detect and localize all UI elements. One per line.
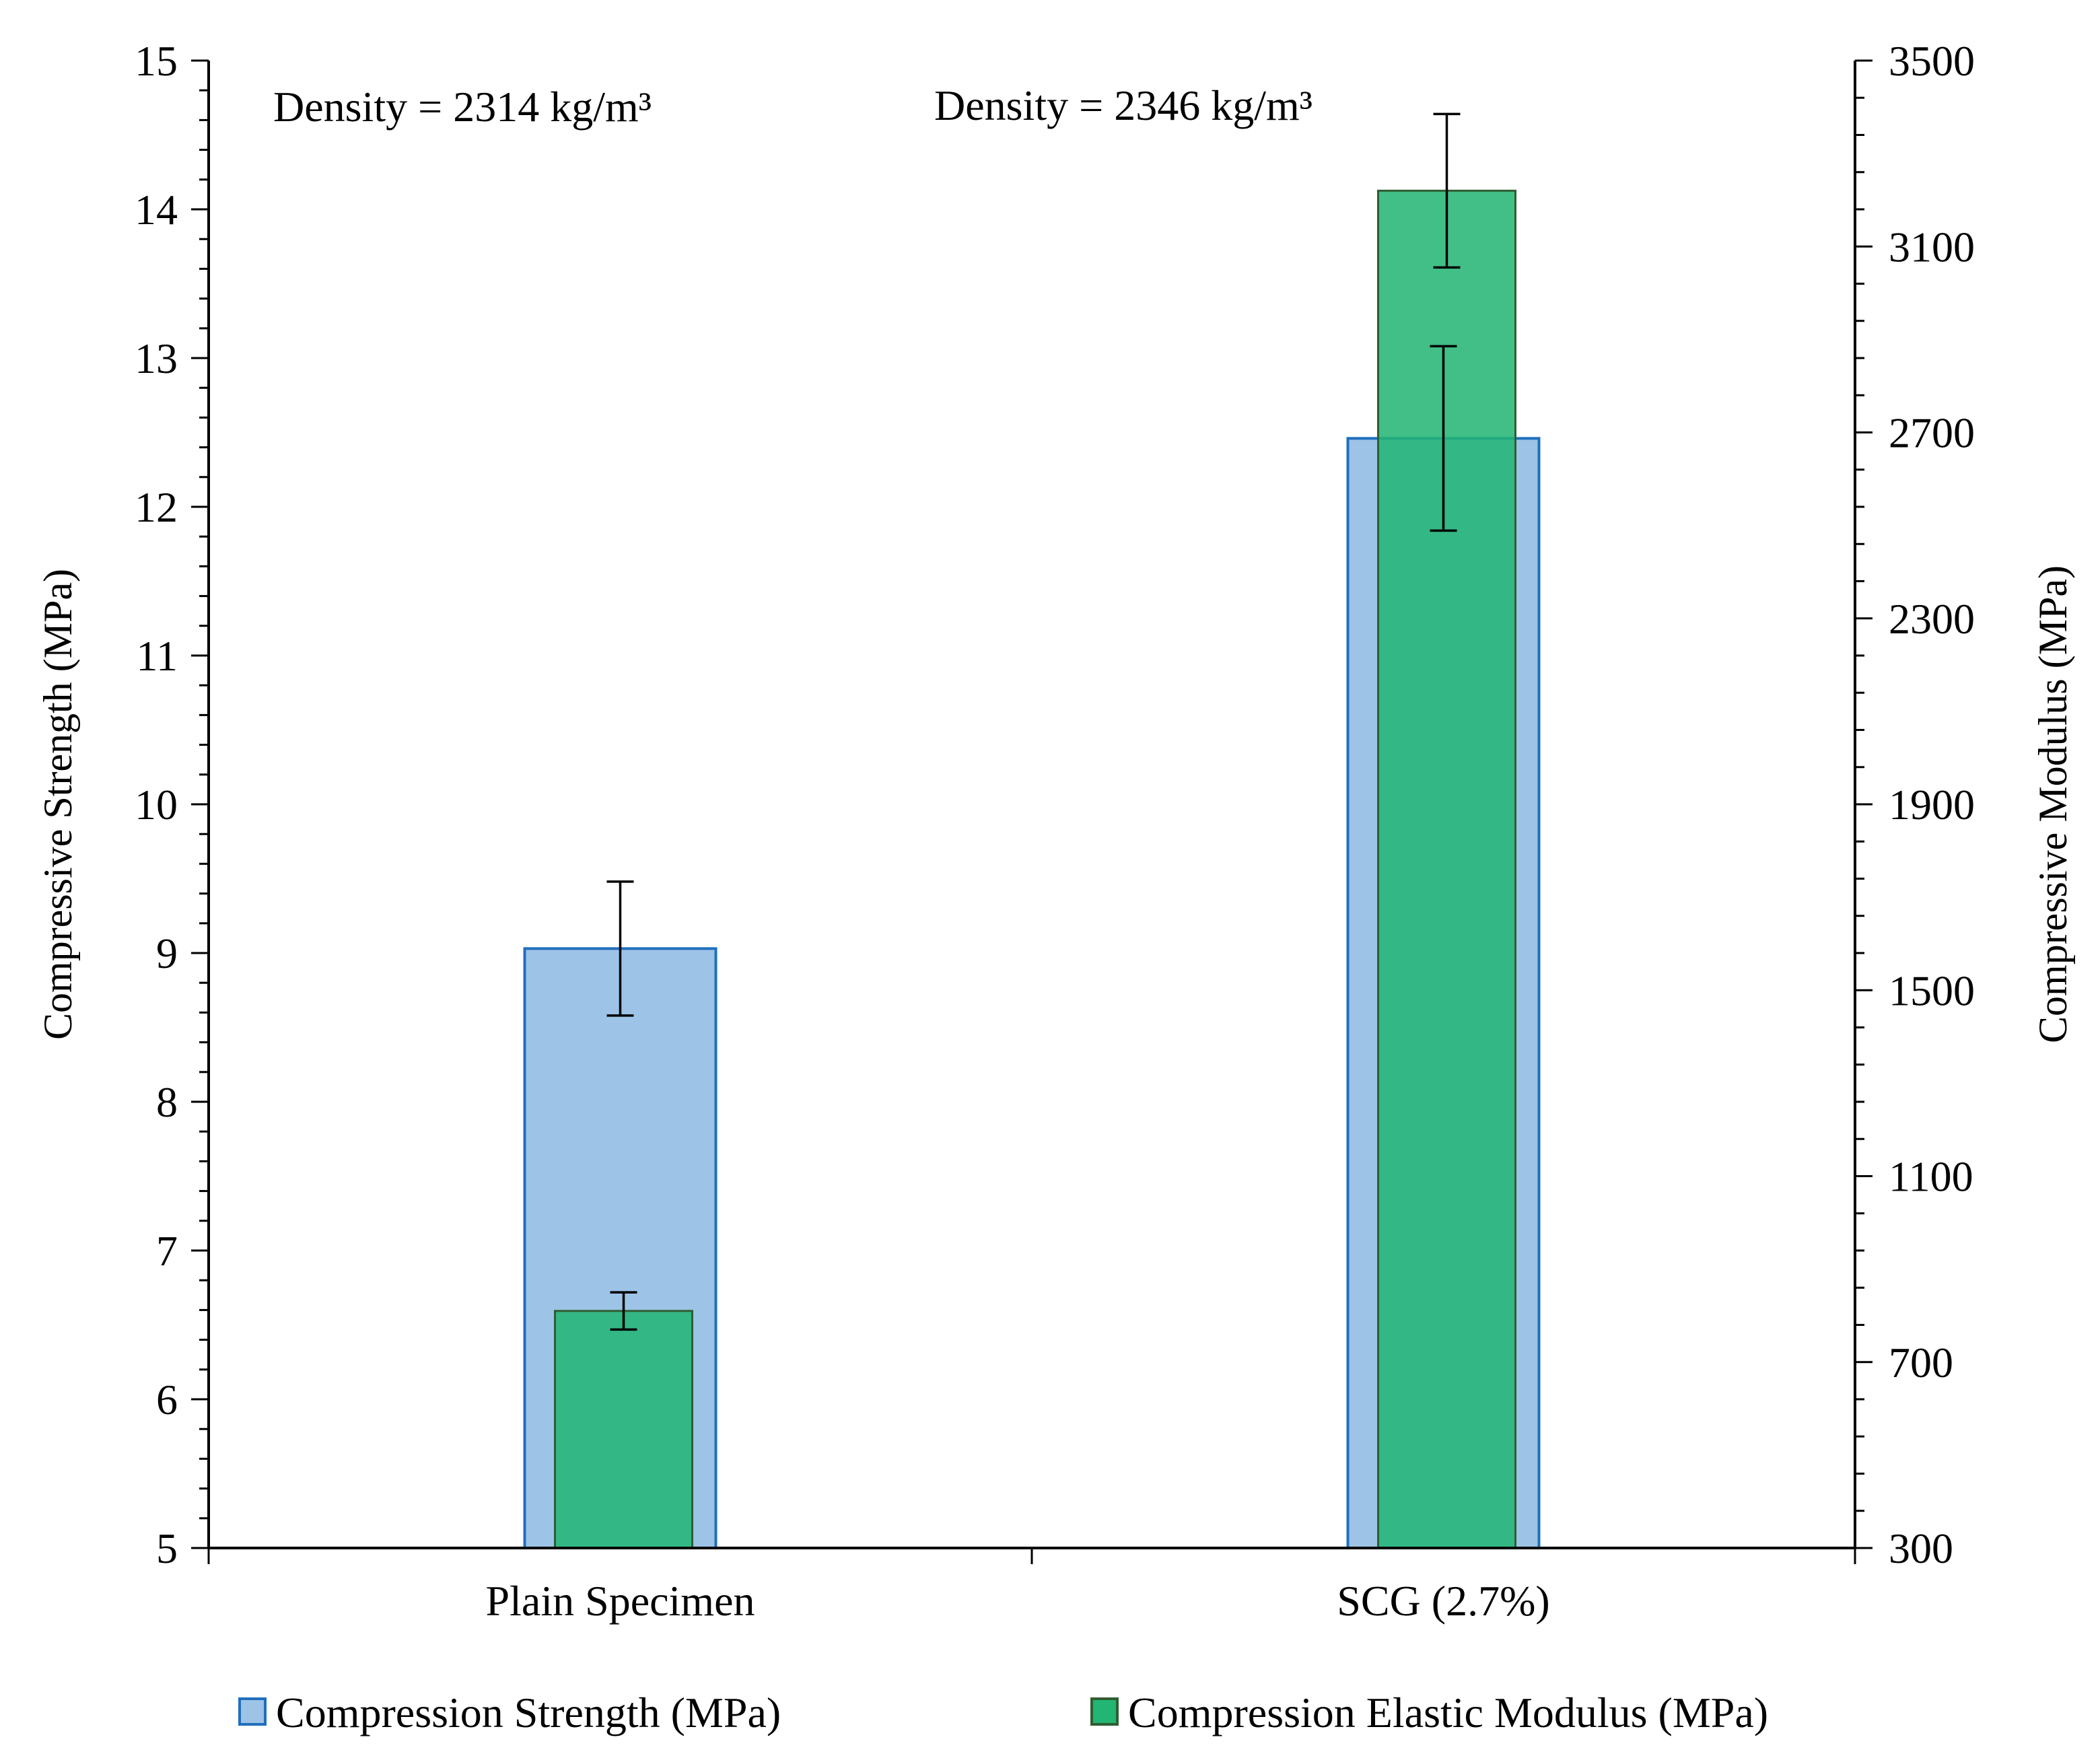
- right-tick-label: 1100: [1889, 1153, 1973, 1201]
- modulus-bar: [1377, 189, 1516, 1549]
- density-annotation-scg: Density = 2346 kg/m³: [934, 81, 1312, 129]
- modulus-bar: [554, 1310, 693, 1549]
- legend-swatch-strength: [238, 1697, 267, 1726]
- left-tick-label: 12: [135, 483, 178, 531]
- left-tick-label: 15: [135, 37, 178, 85]
- error-bars: [606, 112, 1461, 1331]
- axes: [207, 61, 1856, 1549]
- right-tick-label: 2700: [1889, 409, 1975, 457]
- left-tick-label: 14: [135, 186, 178, 234]
- right-tick-label: 3100: [1889, 223, 1975, 271]
- right-tick-label: 3500: [1889, 37, 1975, 85]
- left-tick-label: 6: [156, 1376, 178, 1423]
- legend-swatch-modulus: [1090, 1697, 1119, 1726]
- legend-label-modulus: Compression Elastic Modulus (MPa): [1128, 1689, 1768, 1736]
- left-tick-label: 8: [156, 1078, 178, 1126]
- right-tick-label: 700: [1889, 1339, 1953, 1386]
- x-tick-label: Plain Specimen: [486, 1577, 755, 1625]
- right-tick-label: 1900: [1889, 781, 1975, 829]
- right-tick-label: 1500: [1889, 966, 1975, 1014]
- right-axis-title: Compressive Modulus (MPa): [2031, 565, 2075, 1043]
- x-tick-label: SCG (2.7%): [1337, 1577, 1549, 1625]
- left-tick-label: 10: [135, 781, 178, 829]
- legend-label-strength: Compression Strength (MPa): [276, 1689, 781, 1736]
- axis-ticks: 5 6 7 8 9 10 11 12 13 14 15 300 700 1100 1500 1900 2300 2…: [135, 37, 1975, 1625]
- left-tick-label: 11: [136, 632, 178, 680]
- left-tick-label: 7: [156, 1227, 178, 1275]
- legend: Compression Strength (MPa) Compression E…: [238, 1689, 1768, 1736]
- right-tick-label: 2300: [1889, 595, 1975, 643]
- density-annotation-plain: Density = 2314 kg/m³: [273, 83, 652, 131]
- right-tick-label: 300: [1889, 1524, 1953, 1572]
- left-tick-label: 13: [135, 335, 178, 382]
- left-tick-label: 5: [156, 1524, 178, 1572]
- left-tick-label: 9: [156, 929, 178, 977]
- left-axis-title: Compressive Strength (MPa): [36, 569, 80, 1040]
